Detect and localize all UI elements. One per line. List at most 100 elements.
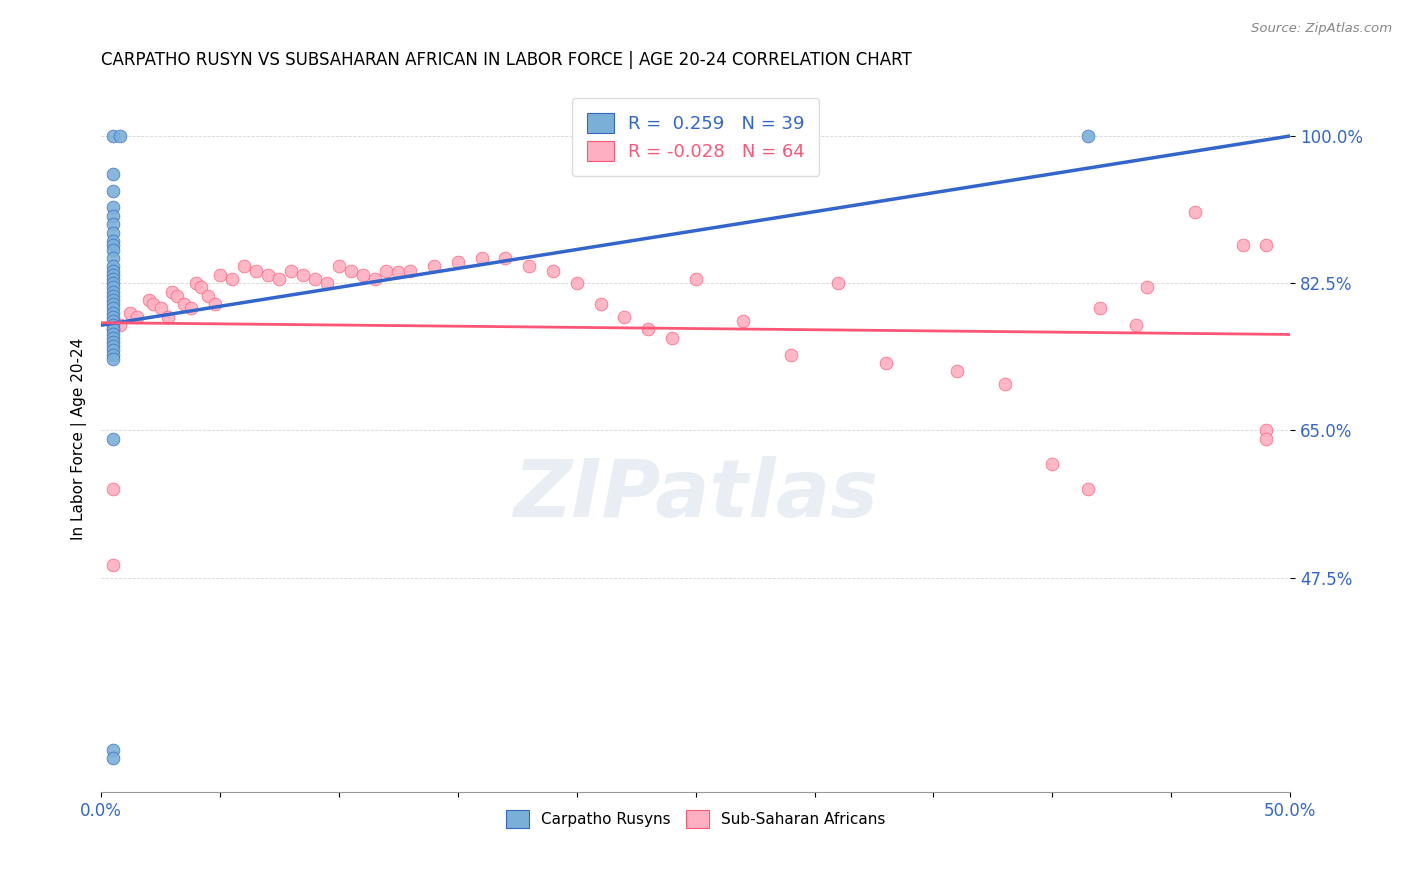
Point xyxy=(101,314,124,328)
Point xyxy=(1184,204,1206,219)
Point xyxy=(245,263,267,277)
Point xyxy=(292,268,315,282)
Point xyxy=(101,272,124,286)
Point xyxy=(101,301,124,316)
Point xyxy=(101,751,124,765)
Point xyxy=(101,238,124,252)
Point xyxy=(101,318,124,333)
Point xyxy=(387,265,409,279)
Point xyxy=(1077,128,1099,143)
Point xyxy=(186,276,208,290)
Point xyxy=(447,255,470,269)
Point xyxy=(221,272,243,286)
Point xyxy=(101,260,124,274)
Point xyxy=(101,263,124,277)
Point xyxy=(101,167,124,181)
Point xyxy=(363,272,385,286)
Point xyxy=(565,276,588,290)
Point xyxy=(101,322,124,336)
Point xyxy=(1040,457,1063,471)
Point xyxy=(779,348,801,362)
Point xyxy=(589,297,612,311)
Point xyxy=(101,268,124,282)
Point xyxy=(162,285,184,299)
Point xyxy=(101,322,124,336)
Point xyxy=(101,310,124,324)
Point xyxy=(101,209,124,223)
Point xyxy=(173,297,195,311)
Point xyxy=(375,263,398,277)
Point xyxy=(517,260,540,274)
Legend: Carpatho Rusyns, Sub-Saharan Africans: Carpatho Rusyns, Sub-Saharan Africans xyxy=(499,804,891,834)
Point xyxy=(101,184,124,198)
Point xyxy=(180,301,202,316)
Point xyxy=(637,322,659,336)
Point xyxy=(613,310,636,324)
Point xyxy=(142,297,165,311)
Point xyxy=(101,276,124,290)
Point xyxy=(204,297,226,311)
Point xyxy=(1256,432,1278,446)
Point xyxy=(827,276,849,290)
Point xyxy=(101,217,124,231)
Point xyxy=(156,310,179,324)
Point xyxy=(1077,482,1099,496)
Point xyxy=(101,289,124,303)
Point xyxy=(101,280,124,294)
Point xyxy=(685,272,707,286)
Point xyxy=(118,305,141,319)
Point xyxy=(304,272,326,286)
Point xyxy=(101,251,124,265)
Point xyxy=(101,334,124,349)
Point xyxy=(423,260,446,274)
Point xyxy=(101,432,124,446)
Point xyxy=(1088,301,1111,316)
Point xyxy=(399,263,422,277)
Point xyxy=(208,268,231,282)
Text: ZIPatlas: ZIPatlas xyxy=(513,456,879,534)
Point xyxy=(197,289,219,303)
Point xyxy=(1256,238,1278,252)
Point xyxy=(101,558,124,572)
Point xyxy=(733,314,755,328)
Point xyxy=(101,226,124,240)
Y-axis label: In Labor Force | Age 20-24: In Labor Force | Age 20-24 xyxy=(72,337,87,540)
Point xyxy=(328,260,350,274)
Point xyxy=(1256,423,1278,437)
Point xyxy=(232,260,254,274)
Point xyxy=(138,293,160,307)
Point xyxy=(101,201,124,215)
Point xyxy=(101,234,124,248)
Point xyxy=(494,251,516,265)
Point xyxy=(875,356,897,370)
Point xyxy=(101,305,124,319)
Text: Source: ZipAtlas.com: Source: ZipAtlas.com xyxy=(1251,22,1392,36)
Point xyxy=(541,263,564,277)
Point xyxy=(946,364,969,378)
Point xyxy=(101,351,124,366)
Point xyxy=(101,318,124,333)
Point xyxy=(101,243,124,257)
Point xyxy=(101,743,124,757)
Text: CARPATHO RUSYN VS SUBSAHARAN AFRICAN IN LABOR FORCE | AGE 20-24 CORRELATION CHAR: CARPATHO RUSYN VS SUBSAHARAN AFRICAN IN … xyxy=(101,51,912,69)
Point xyxy=(661,331,683,345)
Point xyxy=(101,482,124,496)
Point xyxy=(101,128,124,143)
Point xyxy=(280,263,302,277)
Point xyxy=(149,301,172,316)
Point xyxy=(101,348,124,362)
Point xyxy=(1136,280,1159,294)
Point xyxy=(256,268,278,282)
Point xyxy=(101,297,124,311)
Point xyxy=(1232,238,1254,252)
Point xyxy=(166,289,188,303)
Point xyxy=(994,377,1017,392)
Point xyxy=(125,310,148,324)
Point xyxy=(108,318,131,333)
Point xyxy=(1125,318,1147,333)
Point xyxy=(101,339,124,353)
Point xyxy=(340,263,363,277)
Point xyxy=(101,285,124,299)
Point xyxy=(316,276,339,290)
Point xyxy=(471,251,494,265)
